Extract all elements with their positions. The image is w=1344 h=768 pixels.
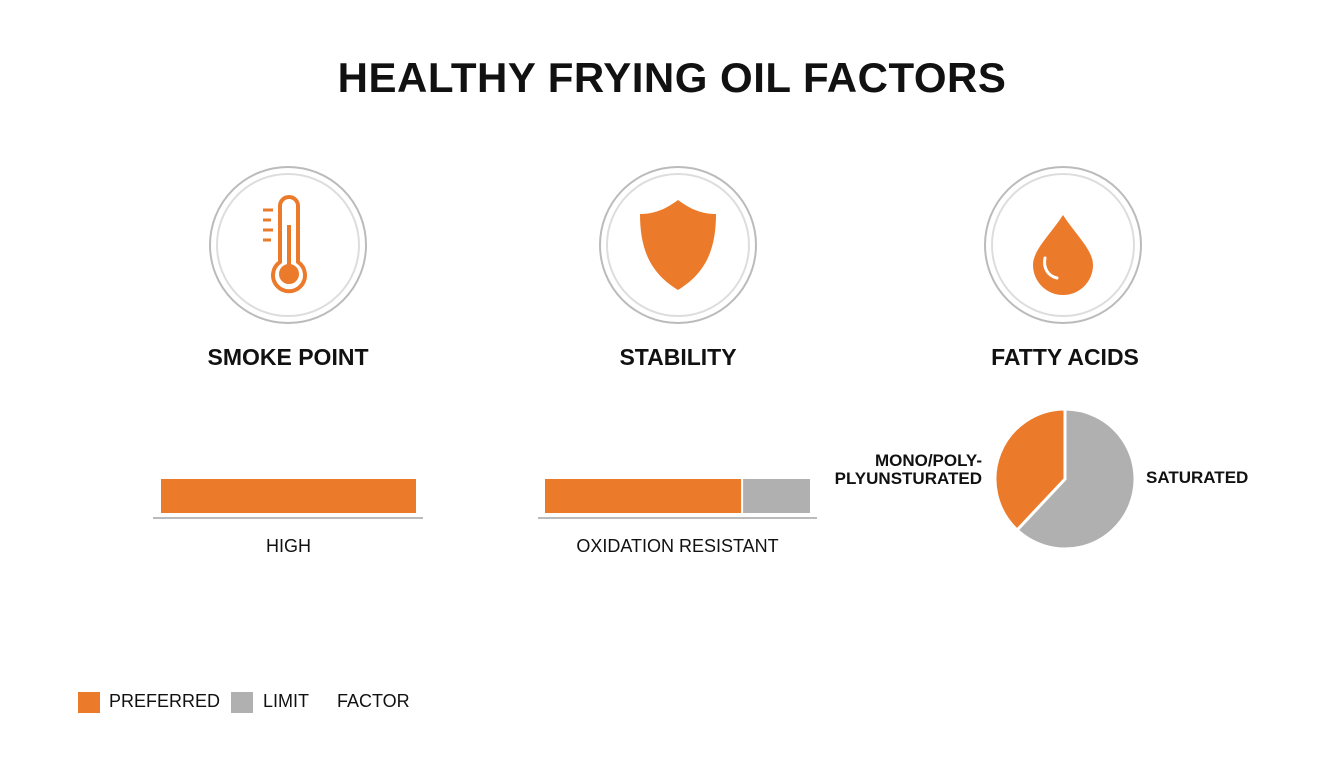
pie-label: SATURATED xyxy=(1146,468,1249,487)
title: HEALTHY FRYING OIL FACTORS xyxy=(337,54,1007,101)
legend-label: LIMIT xyxy=(263,691,310,711)
pie-label: MONO/POLY- PLYUNSTURATED xyxy=(834,451,982,488)
bar-segment xyxy=(161,479,416,513)
factor-label: STABILITY xyxy=(619,344,737,370)
factor-label: FATTY ACIDS xyxy=(991,344,1139,370)
bar-caption: OXIDATION RESISTANT xyxy=(576,536,779,556)
drop-icon xyxy=(1033,215,1093,295)
legend-label: FACTOR xyxy=(337,691,410,711)
legend-swatch xyxy=(78,692,100,713)
bar-segment xyxy=(545,479,742,513)
legend-swatch xyxy=(231,692,253,713)
bar-caption: HIGH xyxy=(266,536,311,556)
icon-ring xyxy=(209,166,1142,324)
bar-segment xyxy=(743,479,810,513)
pie-slice xyxy=(1014,407,1137,551)
pie-slice xyxy=(993,407,1067,533)
factor-label: SMOKE POINT xyxy=(207,344,369,370)
shield-icon xyxy=(640,200,716,290)
legend-label: PREFERRED xyxy=(109,691,221,711)
thermometer-icon xyxy=(263,195,307,294)
